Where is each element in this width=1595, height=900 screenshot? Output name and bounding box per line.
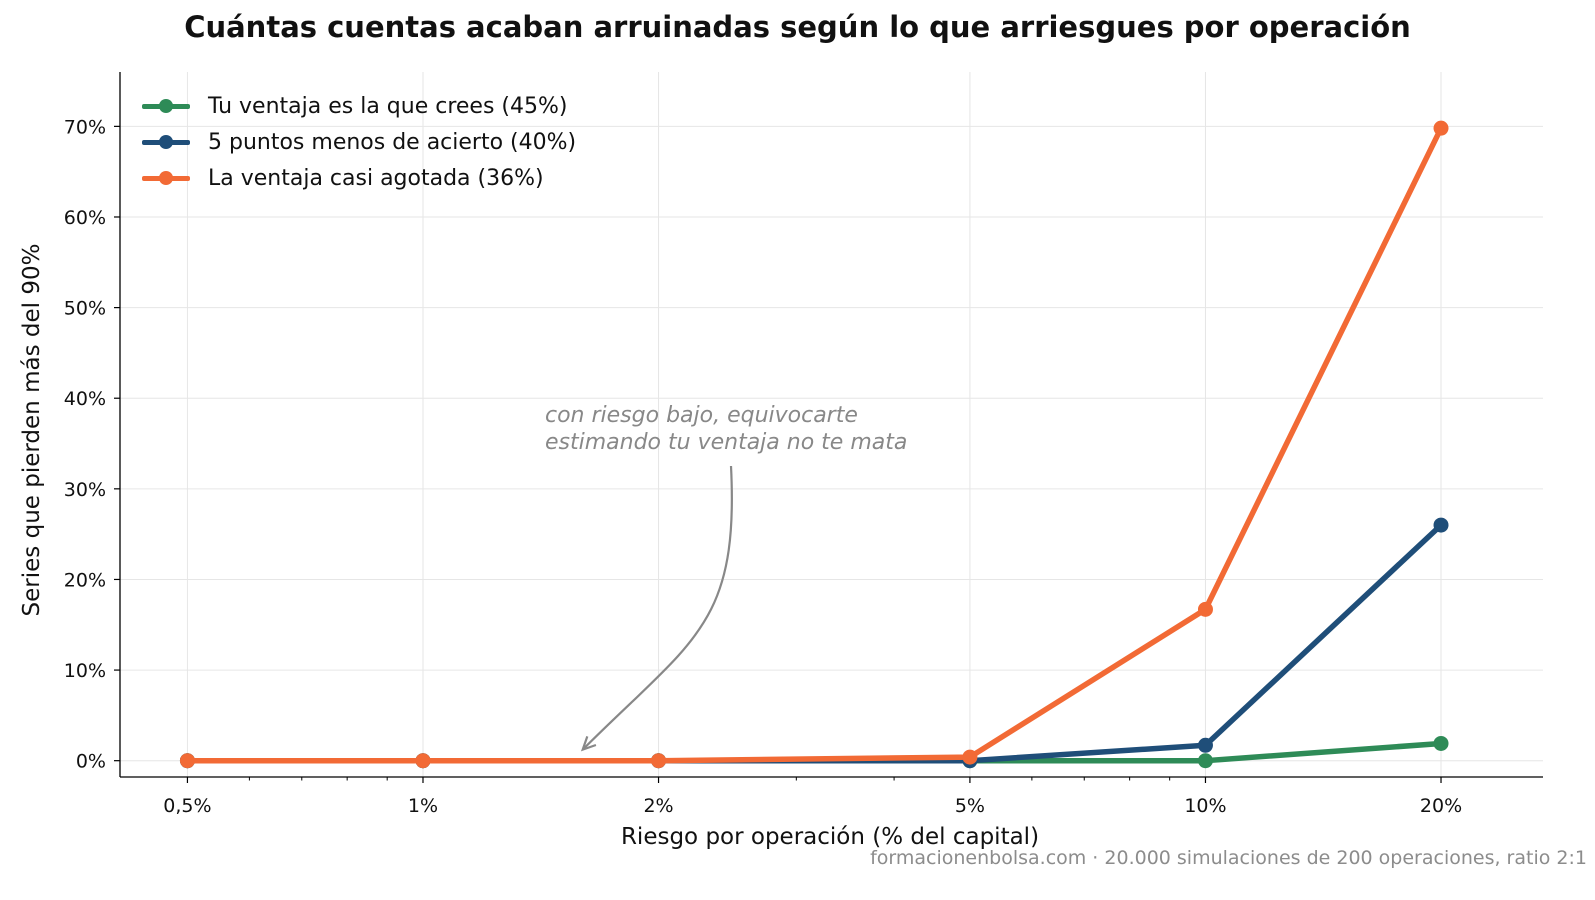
x-tick-label: 5% [955,795,985,817]
source-note: formacionenbolsa.com · 20.000 simulacion… [870,847,1587,869]
annotation-line-2: estimando tu ventaja no te mata [545,430,908,455]
data-point [1433,517,1449,533]
series-line [184,125,1444,764]
x-tick-label: 10% [1184,795,1226,817]
data-point [1433,735,1449,751]
legend-label: La ventaja casi agotada (36%) [208,165,544,191]
chart-title: Cuántas cuentas acaban arruinadas según … [184,10,1411,44]
y-axis-label: Series que pierden más del 90% [19,243,45,617]
legend-item: La ventaja casi agotada (36%) [140,160,576,196]
legend-label: 5 puntos menos de acierto (40%) [208,129,577,155]
series-group [179,517,1449,769]
data-point [1197,753,1213,769]
series-line [184,522,1444,764]
x-tick-label: 1% [408,795,438,817]
x-axis-label: Riesgo por operación (% del capital) [620,824,1040,850]
x-tick-label: 20% [1420,795,1462,817]
data-point [1433,120,1449,136]
data-point [651,753,667,769]
annotation-text: con riesgo bajo, equivocarte estimando t… [545,402,907,456]
data-point [179,753,195,769]
data-point [415,753,431,769]
y-tick-label: 0% [76,751,106,773]
ticks: 0% 10% 20% 30% 40% 50% 60% 70% 0,5% 1% 2% 5% 10% 20% [64,116,1462,817]
y-tick-label: 30% [64,479,106,501]
annotation-line-1: con riesgo bajo, equivocarte [545,403,858,428]
y-tick-label: 70% [64,116,106,138]
legend-swatch [140,132,192,152]
series-lines [179,120,1449,769]
x-tick-label: 2% [643,795,673,817]
axes [119,72,1543,778]
y-tick-label: 10% [64,660,106,682]
x-tick-label: 0,5% [163,795,211,817]
data-point [962,749,978,765]
legend-swatch [140,96,192,116]
legend-swatch [140,168,192,188]
data-point [1197,737,1213,753]
annotation-arrow-head [580,736,597,752]
legend: Tu ventaja es la que crees (45%) 5 punto… [140,88,576,196]
series-group [179,120,1449,769]
legend-item: 5 puntos menos de acierto (40%) [140,124,576,160]
legend-item: Tu ventaja es la que crees (45%) [140,88,576,124]
legend-label: Tu ventaja es la que crees (45%) [208,93,568,119]
y-tick-label: 50% [64,298,106,320]
annotation-arrow-line [581,465,733,751]
annotation-arrow [580,465,733,752]
data-point [1197,601,1213,617]
y-tick-label: 40% [64,388,106,410]
y-tick-label: 20% [64,569,106,591]
y-tick-label: 60% [64,207,106,229]
